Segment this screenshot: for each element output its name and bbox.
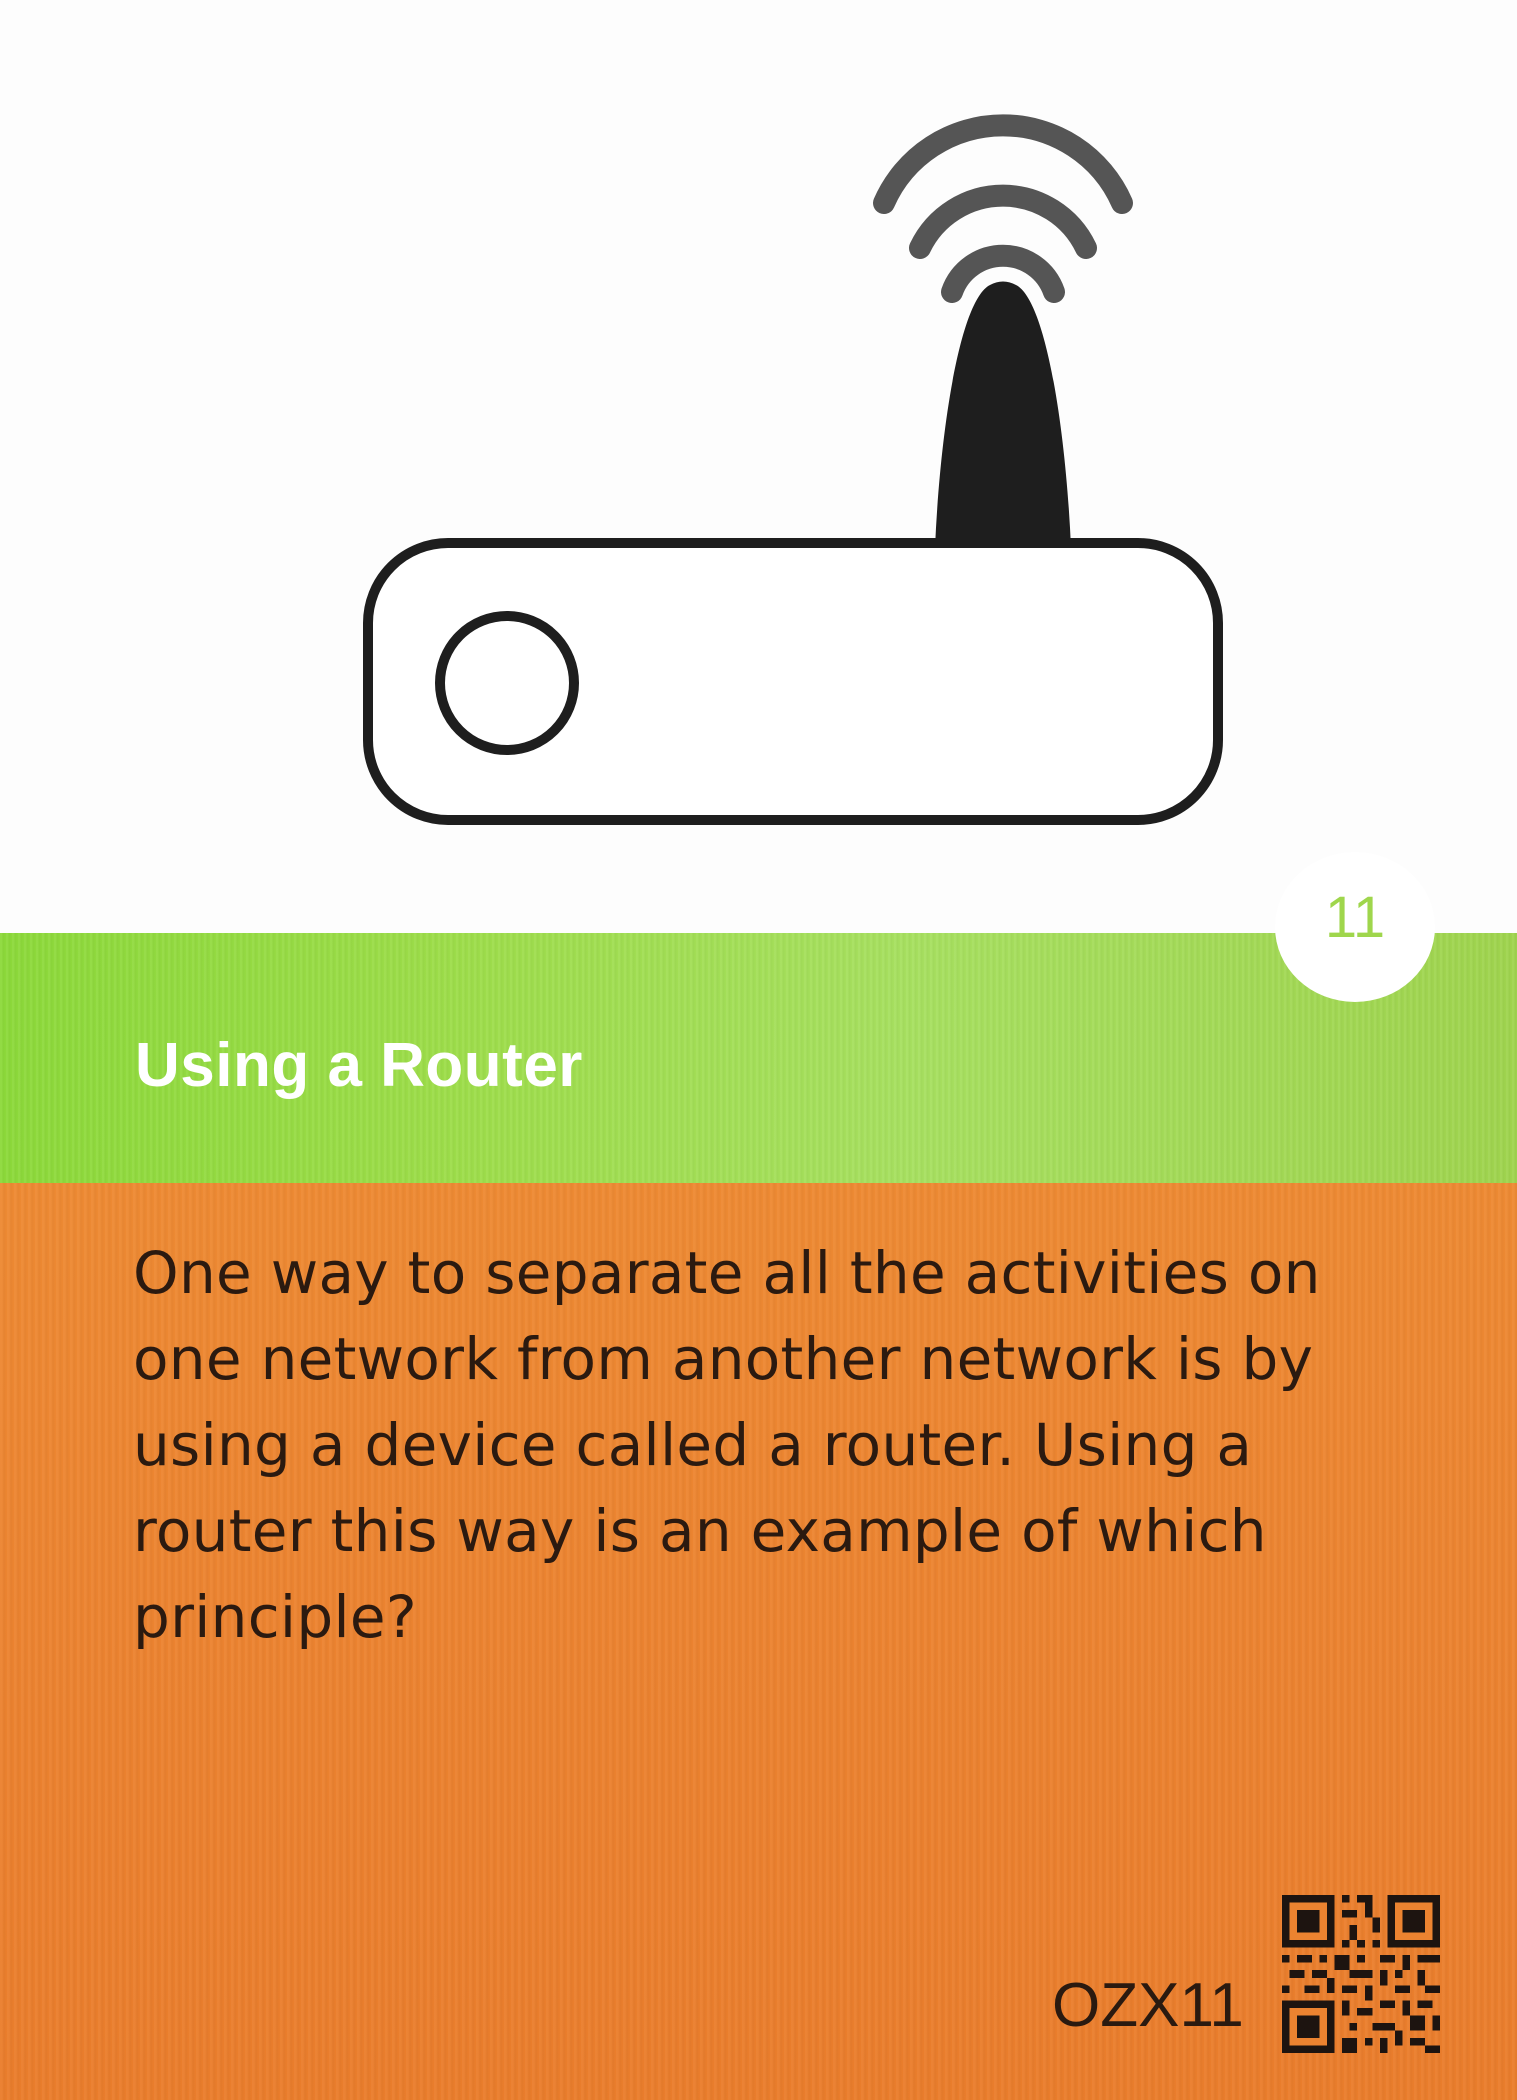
- question-panel: [0, 1183, 1517, 2100]
- title-band: [0, 933, 1517, 1183]
- card-number-badge: 11: [1275, 852, 1435, 1002]
- qr-code-icon: [1282, 1895, 1440, 2053]
- card-title: Using a Router: [135, 1031, 583, 1100]
- card-code: OZX11: [1052, 1971, 1244, 2040]
- wifi-router-icon: [363, 114, 1223, 825]
- question-text: One way to separate all the activities o…: [133, 1239, 1321, 1651]
- card-number: 11: [1324, 884, 1386, 950]
